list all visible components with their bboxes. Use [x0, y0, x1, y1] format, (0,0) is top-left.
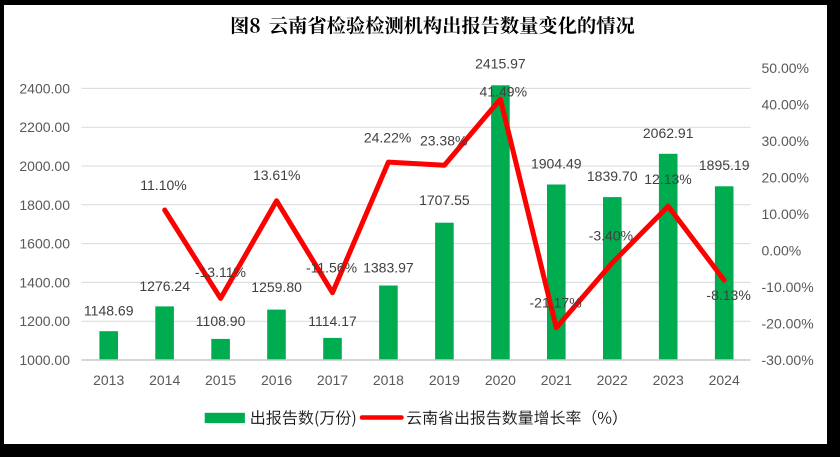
svg-text:1276.24: 1276.24 — [139, 278, 190, 294]
svg-text:2024: 2024 — [709, 372, 740, 388]
svg-text:40.00%: 40.00% — [762, 97, 809, 113]
svg-text:2019: 2019 — [429, 372, 460, 388]
svg-text:50.00%: 50.00% — [762, 60, 809, 76]
svg-text:2023: 2023 — [653, 372, 684, 388]
svg-text:13.61%: 13.61% — [253, 167, 300, 183]
svg-text:11.10%: 11.10% — [140, 177, 186, 193]
svg-text:-30.00%: -30.00% — [762, 352, 814, 368]
svg-text:10.00%: 10.00% — [762, 206, 809, 222]
svg-text:-10.00%: -10.00% — [762, 279, 814, 295]
svg-text:1114.17: 1114.17 — [308, 313, 357, 329]
svg-text:1148.69: 1148.69 — [84, 302, 134, 318]
svg-text:1839.70: 1839.70 — [587, 168, 638, 184]
svg-text:2013: 2013 — [93, 372, 124, 388]
svg-text:2062.91: 2062.91 — [643, 125, 694, 141]
svg-text:1904.49: 1904.49 — [531, 156, 582, 172]
svg-text:20.00%: 20.00% — [762, 170, 809, 186]
svg-text:2014: 2014 — [149, 372, 180, 388]
svg-text:2400.00: 2400.00 — [19, 80, 70, 96]
svg-text:1108.90: 1108.90 — [196, 313, 246, 329]
svg-text:1707.55: 1707.55 — [419, 192, 470, 208]
svg-text:2415.97: 2415.97 — [475, 56, 526, 72]
svg-text:1383.97: 1383.97 — [363, 260, 414, 276]
svg-text:1800.00: 1800.00 — [19, 197, 70, 213]
svg-text:2018: 2018 — [373, 372, 404, 388]
svg-text:2021: 2021 — [541, 372, 572, 388]
svg-text:24.22%: 24.22% — [364, 130, 411, 146]
svg-text:0.00%: 0.00% — [762, 243, 802, 259]
svg-text:-20.00%: -20.00% — [762, 316, 814, 332]
svg-text:1200.00: 1200.00 — [19, 313, 70, 329]
svg-text:1259.80: 1259.80 — [251, 279, 302, 295]
svg-text:1600.00: 1600.00 — [19, 236, 70, 252]
svg-text:-8.13%: -8.13% — [706, 287, 750, 303]
svg-text:2016: 2016 — [261, 372, 292, 388]
svg-text:23.38%: 23.38% — [420, 132, 467, 148]
svg-text:2022: 2022 — [597, 372, 628, 388]
svg-text:2015: 2015 — [205, 372, 236, 388]
svg-text:2000.00: 2000.00 — [19, 158, 70, 174]
svg-text:-11.56%: -11.56% — [306, 260, 357, 276]
svg-text:-13.11%: -13.11% — [195, 264, 246, 280]
svg-text:-21.17%: -21.17% — [530, 295, 582, 311]
svg-text:2017: 2017 — [317, 372, 348, 388]
svg-text:2020: 2020 — [485, 372, 516, 388]
svg-text:1400.00: 1400.00 — [19, 274, 70, 290]
svg-text:2200.00: 2200.00 — [19, 119, 70, 135]
svg-text:30.00%: 30.00% — [762, 133, 809, 149]
svg-text:1895.19: 1895.19 — [699, 157, 750, 173]
svg-text:-3.40%: -3.40% — [589, 228, 633, 244]
svg-text:1000.00: 1000.00 — [19, 352, 70, 368]
svg-text:12.13%: 12.13% — [644, 171, 691, 187]
svg-text:41.49%: 41.49% — [480, 83, 527, 99]
